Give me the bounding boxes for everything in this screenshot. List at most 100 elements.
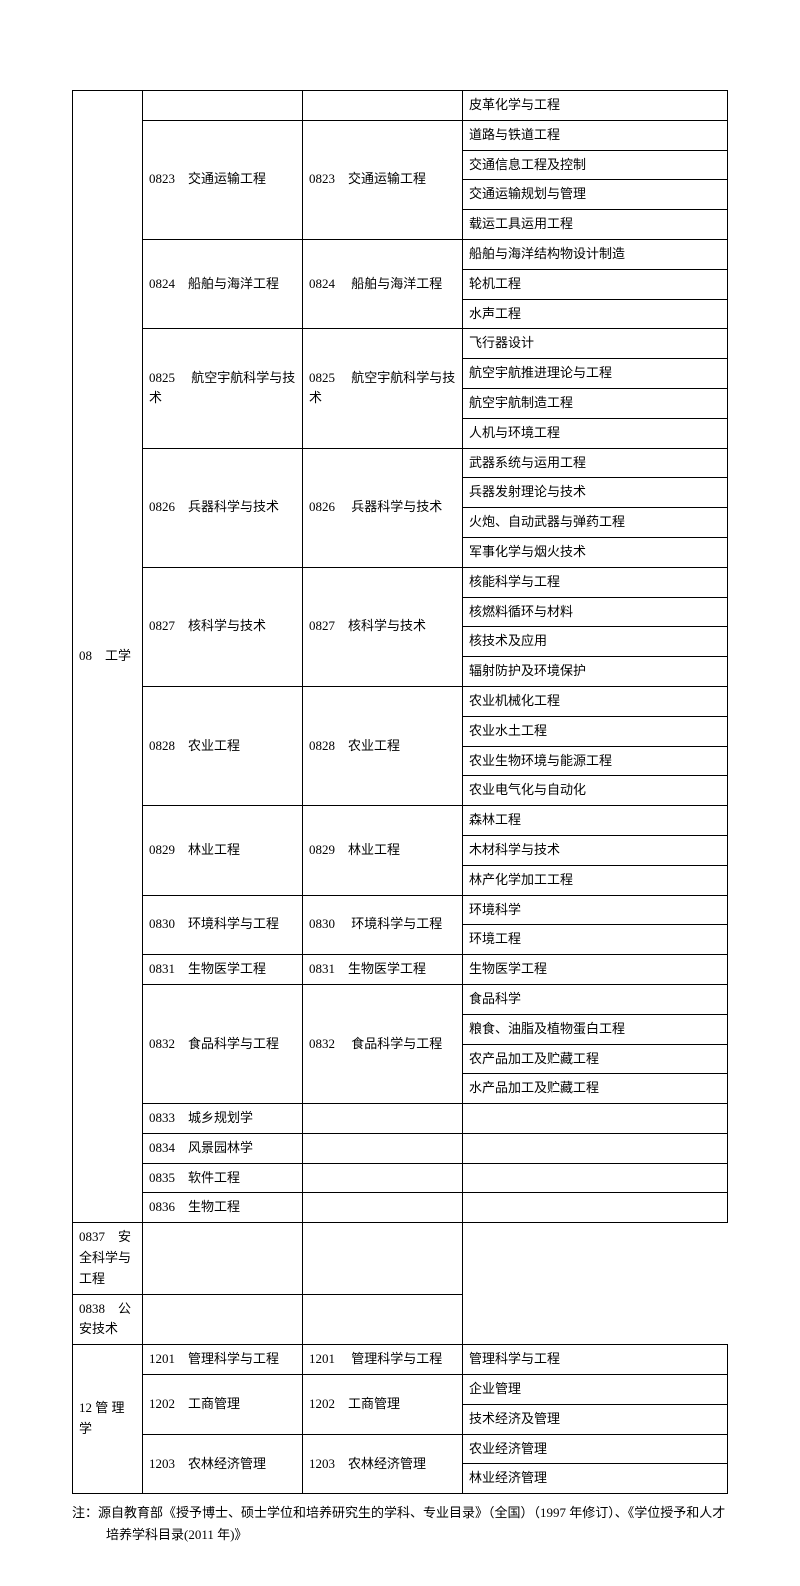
table-cell: 核技术及应用 [463, 627, 728, 657]
table-cell: 0831 生物医学工程 [303, 955, 463, 985]
table-cell: 1203 农林经济管理 [143, 1434, 303, 1494]
table-cell: 环境工程 [463, 925, 728, 955]
table-cell [303, 1133, 463, 1163]
table-cell: 水产品加工及贮藏工程 [463, 1074, 728, 1104]
table-cell: 0823 交通运输工程 [303, 120, 463, 239]
table-cell: 林产化学加工工程 [463, 865, 728, 895]
table-cell: 交通运输规划与管理 [463, 180, 728, 210]
table-row: 1203 农林经济管理1203 农林经济管理农业经济管理 [73, 1434, 728, 1464]
table-cell: 核燃料循环与材料 [463, 597, 728, 627]
table-cell: 核能科学与工程 [463, 567, 728, 597]
table-row: 1202 工商管理1202 工商管理企业管理 [73, 1375, 728, 1405]
table-cell: 管理科学与工程 [463, 1345, 728, 1375]
table-cell: 0827 核科学与技术 [143, 567, 303, 686]
table-cell [303, 91, 463, 121]
table-cell [463, 1193, 728, 1223]
table-cell: 林业经济管理 [463, 1464, 728, 1494]
table-row: 0826 兵器科学与技术0826 兵器科学与技术武器系统与运用工程 [73, 448, 728, 478]
table-cell: 0825 航空宇航科学与技术 [143, 329, 303, 448]
table-cell: 企业管理 [463, 1375, 728, 1405]
table-cell: 0824 船舶与海洋工程 [303, 239, 463, 328]
footnote-text: 注：源自教育部《授予博士、硕士学位和培养研究生的学科、专业目录》（全国）（199… [72, 1502, 728, 1546]
table-cell [463, 1133, 728, 1163]
table-cell [303, 1294, 463, 1345]
table-cell: 0828 农业工程 [143, 686, 303, 805]
table-cell [303, 1163, 463, 1193]
table-row: 0838 公安技术 [73, 1294, 728, 1345]
table-cell: 0829 林业工程 [143, 806, 303, 895]
table-cell: 军事化学与烟火技术 [463, 537, 728, 567]
table-cell: 辐射防护及环境保护 [463, 657, 728, 687]
table-cell: 船舶与海洋结构物设计制造 [463, 239, 728, 269]
table-cell: 0830 环境科学与工程 [143, 895, 303, 955]
table-row: 0836 生物工程 [73, 1193, 728, 1223]
table-row: 0830 环境科学与工程0830 环境科学与工程环境科学 [73, 895, 728, 925]
table-row: 08 工学皮革化学与工程 [73, 91, 728, 121]
table-cell: 水声工程 [463, 299, 728, 329]
table-row: 0824 船舶与海洋工程0824 船舶与海洋工程船舶与海洋结构物设计制造 [73, 239, 728, 269]
table-cell: 1202 工商管理 [143, 1375, 303, 1435]
table-cell [303, 1223, 463, 1294]
table-cell: 航空宇航制造工程 [463, 388, 728, 418]
table-cell [303, 1193, 463, 1223]
table-cell: 木材科学与技术 [463, 835, 728, 865]
table-cell: 0837 安全科学与工程 [73, 1223, 143, 1294]
table-cell: 1202 工商管理 [303, 1375, 463, 1435]
table-cell: 道路与铁道工程 [463, 120, 728, 150]
table-row: 0828 农业工程0828 农业工程农业机械化工程 [73, 686, 728, 716]
table-cell [143, 91, 303, 121]
table-cell: 0838 公安技术 [73, 1294, 143, 1345]
table-row: 12 管 理学1201 管理科学与工程1201 管理科学与工程管理科学与工程 [73, 1345, 728, 1375]
table-cell: 0825 航空宇航科学与技术 [303, 329, 463, 448]
table-cell: 森林工程 [463, 806, 728, 836]
table-cell: 载运工具运用工程 [463, 210, 728, 240]
table-cell: 0828 农业工程 [303, 686, 463, 805]
table-row: 0834 风景园林学 [73, 1133, 728, 1163]
table-cell: 皮革化学与工程 [463, 91, 728, 121]
table-cell: 0823 交通运输工程 [143, 120, 303, 239]
table-cell: 0826 兵器科学与技术 [143, 448, 303, 567]
table-cell: 1203 农林经济管理 [303, 1434, 463, 1494]
table-row: 0829 林业工程0829 林业工程森林工程 [73, 806, 728, 836]
table-cell [143, 1294, 303, 1345]
table-cell: 飞行器设计 [463, 329, 728, 359]
table-cell: 0832 食品科学与工程 [143, 984, 303, 1103]
table-cell: 0836 生物工程 [143, 1193, 303, 1223]
table-cell: 08 工学 [73, 91, 143, 1223]
table-row: 0823 交通运输工程0823 交通运输工程道路与铁道工程 [73, 120, 728, 150]
table-cell: 1201 管理科学与工程 [303, 1345, 463, 1375]
table-row: 0835 软件工程 [73, 1163, 728, 1193]
table-cell: 0830 环境科学与工程 [303, 895, 463, 955]
table-cell: 0834 风景园林学 [143, 1133, 303, 1163]
table-cell: 农业水土工程 [463, 716, 728, 746]
table-cell: 0832 食品科学与工程 [303, 984, 463, 1103]
table-cell: 0833 城乡规划学 [143, 1104, 303, 1134]
document-page: 08 工学皮革化学与工程0823 交通运输工程0823 交通运输工程道路与铁道工… [0, 0, 800, 1586]
table-row: 0833 城乡规划学 [73, 1104, 728, 1134]
table-cell: 农产品加工及贮藏工程 [463, 1044, 728, 1074]
table-cell [463, 1163, 728, 1193]
table-cell: 农业电气化与自动化 [463, 776, 728, 806]
table-cell: 武器系统与运用工程 [463, 448, 728, 478]
table-cell: 0831 生物医学工程 [143, 955, 303, 985]
table-cell: 航空宇航推进理论与工程 [463, 359, 728, 389]
table-cell: 0826 兵器科学与技术 [303, 448, 463, 567]
table-cell: 0835 软件工程 [143, 1163, 303, 1193]
table-cell: 交通信息工程及控制 [463, 150, 728, 180]
table-cell: 0824 船舶与海洋工程 [143, 239, 303, 328]
table-cell: 12 管 理学 [73, 1345, 143, 1494]
table-cell [463, 1104, 728, 1134]
discipline-table: 08 工学皮革化学与工程0823 交通运输工程0823 交通运输工程道路与铁道工… [72, 90, 728, 1494]
table-row: 0825 航空宇航科学与技术0825 航空宇航科学与技术飞行器设计 [73, 329, 728, 359]
table-cell: 环境科学 [463, 895, 728, 925]
table-cell: 兵器发射理论与技术 [463, 478, 728, 508]
table-row: 0827 核科学与技术0827 核科学与技术核能科学与工程 [73, 567, 728, 597]
table-row: 0832 食品科学与工程0832 食品科学与工程食品科学 [73, 984, 728, 1014]
table-cell: 0827 核科学与技术 [303, 567, 463, 686]
table-cell: 轮机工程 [463, 269, 728, 299]
table-cell [143, 1223, 303, 1294]
table-cell: 农业机械化工程 [463, 686, 728, 716]
table-cell: 农业经济管理 [463, 1434, 728, 1464]
table-cell: 粮食、油脂及植物蛋白工程 [463, 1014, 728, 1044]
table-row: 0831 生物医学工程0831 生物医学工程生物医学工程 [73, 955, 728, 985]
